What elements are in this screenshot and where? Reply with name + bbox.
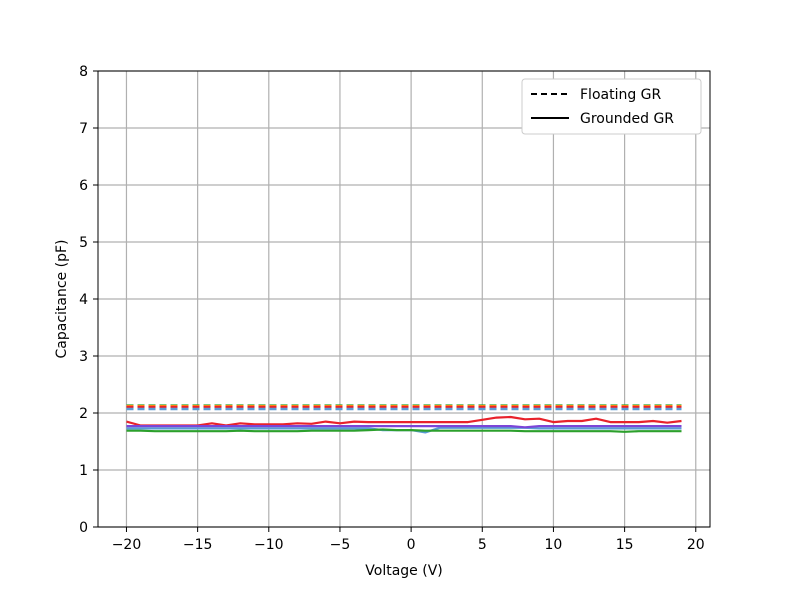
axis-ticks: −20 −15 −10 −5 0 5 10 15 20 0 1 2 3 4 5 6 7 8 — [79, 64, 705, 553]
legend: Floating GR Grounded GR — [521, 78, 702, 135]
y-axis-label: Capacitance (pF) — [54, 240, 70, 359]
x-tick-label: −15 — [183, 537, 213, 553]
x-tick-label: 20 — [687, 537, 705, 553]
x-tick-label: 0 — [407, 537, 416, 553]
y-tick-label: 3 — [79, 349, 88, 365]
series-line-solid-4 — [126, 415, 682, 427]
legend-box — [521, 78, 702, 135]
series-line-solid-6 — [126, 425, 682, 429]
y-tick-label: 2 — [79, 406, 88, 422]
x-axis-label: Voltage (V) — [365, 563, 442, 579]
y-tick-label: 7 — [79, 121, 88, 137]
y-tick-label: 0 — [79, 520, 88, 536]
series-group — [126, 404, 682, 434]
y-tick-label: 4 — [79, 292, 88, 308]
y-tick-label: 8 — [79, 64, 88, 80]
x-tick-label: −5 — [330, 537, 351, 553]
legend-label-grounded: Grounded GR — [580, 111, 674, 127]
y-tick-label: 5 — [79, 235, 88, 251]
x-tick-label: 15 — [616, 537, 634, 553]
series-line-solid-7 — [126, 428, 682, 433]
x-tick-label: 5 — [478, 537, 487, 553]
legend-label-floating: Floating GR — [580, 87, 662, 103]
x-tick-label: −20 — [112, 537, 142, 553]
y-tick-label: 1 — [79, 463, 88, 479]
x-tick-label: 10 — [545, 537, 563, 553]
y-tick-label: 6 — [79, 178, 88, 194]
x-tick-label: −10 — [254, 537, 284, 553]
